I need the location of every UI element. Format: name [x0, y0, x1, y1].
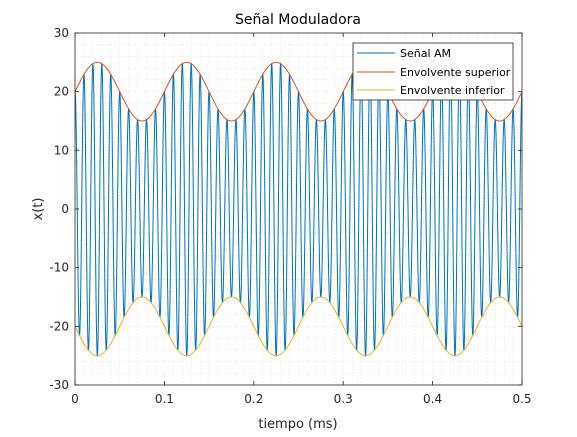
x-tick-label: 0.3 — [334, 392, 353, 406]
y-tick-label: 20 — [54, 85, 69, 99]
x-tick-label: 0.1 — [155, 392, 174, 406]
y-tick-label: 0 — [61, 202, 69, 216]
legend-label-envolvente-superior: Envolvente superior — [400, 66, 511, 79]
y-tick-label: -30 — [49, 378, 69, 392]
x-tick-label: 0.5 — [512, 392, 531, 406]
x-axis-label: tiempo (ms) — [258, 417, 337, 432]
series-line-envolvente-inferior — [75, 296, 522, 357]
chart-title: Señal Moduladora — [235, 12, 361, 28]
legend-label-senal-am: Señal AM — [400, 47, 451, 60]
x-tick-label: 0 — [71, 392, 79, 406]
y-tick-label: 10 — [54, 143, 69, 157]
legend: Señal AM Envolvente superior Envolvente … — [352, 42, 514, 101]
y-tick-label: -20 — [49, 319, 69, 333]
y-tick-label: -10 — [49, 261, 69, 275]
x-tick-label: 0.4 — [423, 392, 442, 406]
ticks: 0 0.1 0.2 0.3 0.4 0.5 -30 -20 -10 0 10 20 30 — [49, 26, 531, 406]
y-tick-label: 30 — [54, 26, 69, 40]
legend-label-envolvente-inferior: Envolvente inferior — [400, 84, 505, 97]
y-axis-label: x(t) — [31, 198, 46, 221]
x-tick-label: 0.2 — [244, 392, 263, 406]
